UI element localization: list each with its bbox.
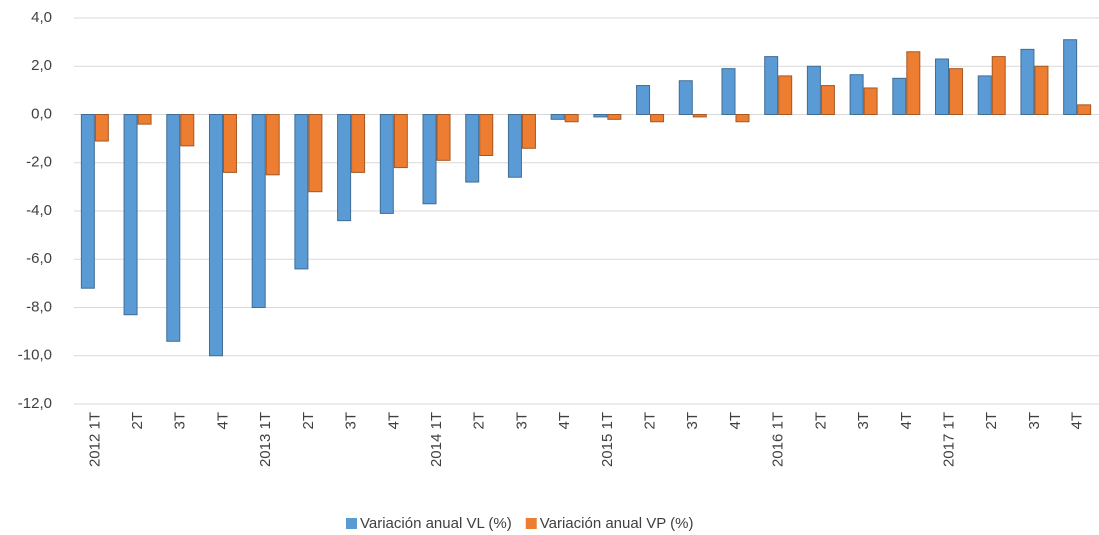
- bar: [977, 75, 992, 115]
- bar: [550, 114, 565, 120]
- bar: [393, 114, 408, 169]
- bar: [94, 114, 109, 142]
- bar: [721, 68, 736, 115]
- x-tick-label: 4T: [214, 412, 231, 430]
- bar: [778, 75, 793, 115]
- x-tick-label: 4T: [898, 412, 915, 430]
- x-tick-label: 2T: [300, 412, 317, 430]
- x-tick-label: 4T: [1069, 412, 1086, 430]
- bar: [1034, 65, 1049, 115]
- y-tick-label: -4,0: [26, 202, 52, 219]
- bar: [1063, 39, 1078, 115]
- bar: [1020, 48, 1035, 115]
- bar: [422, 114, 437, 205]
- bar: [337, 114, 352, 222]
- bar: [1077, 104, 1092, 115]
- x-tick-label: 4T: [727, 412, 744, 430]
- bar: [137, 114, 152, 125]
- bar: [806, 65, 821, 115]
- bar: [166, 114, 181, 342]
- y-tick-label: 0,0: [31, 105, 52, 122]
- bar: [351, 114, 366, 173]
- bar: [208, 114, 223, 357]
- bar: [764, 56, 779, 115]
- x-tick-label: 2014 1T: [428, 412, 445, 467]
- bar: [820, 85, 835, 116]
- legend-label: Variación anual VL (%): [360, 515, 512, 532]
- x-tick-label: 2T: [983, 412, 1000, 430]
- bar: [479, 114, 494, 157]
- y-tick-label: -2,0: [26, 154, 52, 171]
- bar: [607, 114, 622, 120]
- bar: [436, 114, 451, 161]
- x-tick-label: 2012 1T: [86, 412, 103, 467]
- x-tick-label: 4T: [385, 412, 402, 430]
- bar: [379, 114, 394, 214]
- x-tick-label: 3T: [684, 412, 701, 430]
- x-tick-label: 3T: [172, 412, 189, 430]
- y-tick-label: 4,0: [31, 9, 52, 26]
- legend-label: Variación anual VP (%): [540, 515, 694, 532]
- legend-swatch: [525, 518, 537, 529]
- bar: [123, 114, 138, 316]
- bar: [906, 51, 921, 115]
- x-tick-label: 2016 1T: [770, 412, 787, 467]
- bar: [80, 114, 95, 289]
- y-tick-label: -12,0: [18, 395, 52, 412]
- bar: [678, 80, 693, 115]
- bar: [180, 114, 195, 147]
- x-tick-label: 2015 1T: [599, 412, 616, 467]
- x-tick-label: 2T: [812, 412, 829, 430]
- bar: [991, 56, 1006, 115]
- y-tick-label: 2,0: [31, 57, 52, 74]
- bar: [650, 114, 665, 123]
- bar: [294, 114, 309, 270]
- bar: [892, 77, 907, 115]
- x-tick-label: 2013 1T: [257, 412, 274, 467]
- bar: [863, 87, 878, 116]
- y-tick-label: -10,0: [18, 347, 52, 364]
- bar: [265, 114, 280, 176]
- x-tick-label: 3T: [343, 412, 360, 430]
- bar: [308, 114, 323, 193]
- bar: [849, 74, 864, 115]
- bar: [507, 114, 522, 178]
- x-tick-label: 3T: [855, 412, 872, 430]
- bar: [935, 58, 950, 115]
- bar: [564, 114, 579, 123]
- x-tick-label: 2T: [471, 412, 488, 430]
- bar: [593, 114, 608, 118]
- x-tick-label: 2017 1T: [940, 412, 957, 467]
- legend-swatch: [346, 518, 357, 529]
- bar: [521, 114, 536, 149]
- bar: [636, 85, 651, 116]
- y-tick-label: -6,0: [26, 250, 52, 267]
- bar: [735, 114, 750, 123]
- bar: [465, 114, 480, 183]
- x-tick-label: 2T: [129, 412, 146, 430]
- bar: [251, 114, 266, 308]
- x-tick-label: 2T: [642, 412, 659, 430]
- bar: [692, 114, 707, 118]
- x-tick-label: 3T: [513, 412, 530, 430]
- bar: [222, 114, 237, 173]
- y-tick-label: -8,0: [26, 298, 52, 315]
- x-tick-label: 3T: [1026, 412, 1043, 430]
- bar: [949, 68, 964, 115]
- x-tick-label: 4T: [556, 412, 573, 430]
